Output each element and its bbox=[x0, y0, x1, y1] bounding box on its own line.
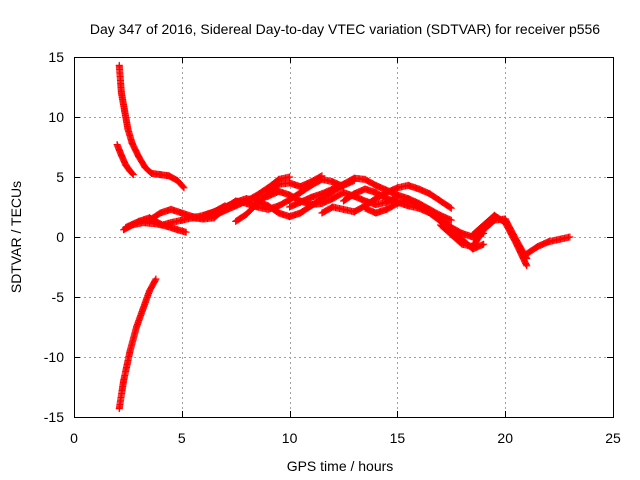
y-tick-label: 10 bbox=[48, 109, 64, 125]
series-arc-13 bbox=[340, 185, 488, 241]
y-tick-label: 5 bbox=[56, 169, 64, 185]
data-point bbox=[182, 228, 190, 236]
data-point bbox=[317, 172, 325, 180]
y-tick-label: -10 bbox=[44, 349, 64, 365]
grid-lines bbox=[74, 57, 613, 417]
data-point bbox=[152, 275, 160, 283]
y-tick-label: -15 bbox=[44, 409, 64, 425]
tick-labels: 0 5 10 15 20 25 -15 -10 -5 0 5 10 15 bbox=[44, 49, 621, 446]
series-arc-2 bbox=[113, 141, 137, 179]
data-point bbox=[318, 172, 326, 180]
data-point bbox=[180, 184, 188, 192]
data-point bbox=[179, 183, 187, 191]
data-point bbox=[480, 240, 488, 248]
y-tick-label: 0 bbox=[56, 229, 64, 245]
data-point bbox=[447, 204, 455, 212]
data-point bbox=[129, 171, 137, 179]
data-points bbox=[113, 61, 574, 413]
x-tick-label: 25 bbox=[605, 430, 621, 446]
x-tick-label: 15 bbox=[390, 430, 406, 446]
data-point bbox=[566, 233, 574, 241]
x-axis-label: GPS time / hours bbox=[287, 458, 394, 474]
data-point bbox=[447, 216, 455, 224]
data-point bbox=[286, 173, 294, 181]
x-tick-label: 0 bbox=[70, 430, 78, 446]
series-arc-12 bbox=[318, 181, 455, 217]
chart-title: Day 347 of 2016, Sidereal Day-to-day VTE… bbox=[90, 21, 600, 37]
axis-ticks bbox=[74, 57, 614, 418]
series-arc-9 bbox=[232, 172, 326, 225]
data-point bbox=[151, 276, 159, 284]
data-point bbox=[523, 262, 531, 270]
series-arc-17 bbox=[523, 233, 574, 258]
series-arc-3 bbox=[115, 275, 160, 413]
x-tick-label: 20 bbox=[497, 430, 513, 446]
y-axis-label: SDTVAR / TECUs bbox=[8, 181, 24, 293]
data-point bbox=[128, 170, 136, 178]
series-arc-1 bbox=[115, 61, 188, 192]
series-arc-16 bbox=[469, 211, 531, 270]
x-tick-label: 10 bbox=[282, 430, 298, 446]
data-point bbox=[446, 203, 454, 211]
y-tick-label: -5 bbox=[52, 289, 65, 305]
y-tick-label: 15 bbox=[48, 49, 64, 65]
x-tick-label: 5 bbox=[178, 430, 186, 446]
